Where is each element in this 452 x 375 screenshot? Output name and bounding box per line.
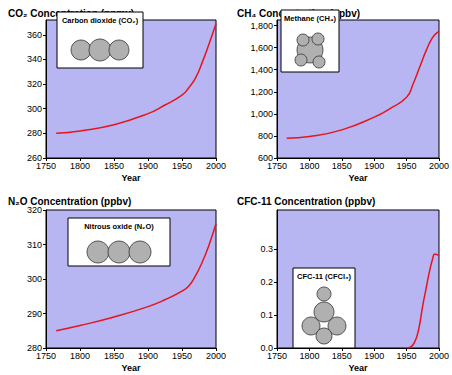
svg-text:1800: 1800 bbox=[299, 351, 319, 361]
svg-text:CFC-11 (CFCl₃): CFC-11 (CFCl₃) bbox=[297, 272, 351, 281]
svg-text:1900: 1900 bbox=[364, 161, 384, 171]
svg-text:1950: 1950 bbox=[397, 161, 417, 171]
svg-text:Year: Year bbox=[121, 173, 141, 183]
svg-text:1800: 1800 bbox=[299, 161, 319, 171]
svg-text:1900: 1900 bbox=[138, 161, 158, 171]
svg-text:Nitrous oxide (N₂O): Nitrous oxide (N₂O) bbox=[84, 222, 154, 231]
svg-text:360: 360 bbox=[27, 30, 42, 40]
svg-text:280: 280 bbox=[27, 128, 42, 138]
svg-text:2000: 2000 bbox=[429, 351, 449, 361]
svg-text:Methane (CH₄): Methane (CH₄) bbox=[284, 14, 336, 23]
svg-text:1800: 1800 bbox=[70, 161, 90, 171]
svg-text:2000: 2000 bbox=[429, 161, 449, 171]
svg-text:1950: 1950 bbox=[172, 161, 192, 171]
svg-text:0.3: 0.3 bbox=[260, 244, 273, 254]
svg-text:1900: 1900 bbox=[138, 351, 158, 361]
svg-text:CFC-11 Concentration (ppbv): CFC-11 Concentration (ppbv) bbox=[237, 196, 375, 207]
svg-text:Year: Year bbox=[348, 363, 368, 373]
svg-text:Carbon dioxide (CO₂): Carbon dioxide (CO₂) bbox=[62, 16, 139, 25]
svg-text:1750: 1750 bbox=[267, 351, 287, 361]
svg-text:0.0: 0.0 bbox=[260, 343, 273, 353]
svg-text:260: 260 bbox=[27, 153, 42, 163]
svg-text:1850: 1850 bbox=[332, 351, 352, 361]
svg-text:0.1: 0.1 bbox=[260, 310, 273, 320]
svg-text:300: 300 bbox=[27, 104, 42, 114]
svg-text:300: 300 bbox=[27, 274, 42, 284]
svg-text:290: 290 bbox=[27, 309, 42, 319]
svg-text:1850: 1850 bbox=[332, 161, 352, 171]
svg-text:2000: 2000 bbox=[206, 351, 226, 361]
svg-text:1750: 1750 bbox=[36, 161, 56, 171]
svg-text:Year: Year bbox=[121, 363, 141, 373]
svg-text:1,200: 1,200 bbox=[250, 87, 273, 97]
svg-text:1,000: 1,000 bbox=[250, 109, 273, 119]
svg-text:1850: 1850 bbox=[104, 351, 124, 361]
svg-text:1850: 1850 bbox=[104, 161, 124, 171]
svg-text:CH₄ Concentration (ppbv): CH₄ Concentration (ppbv) bbox=[237, 7, 361, 19]
svg-text:800: 800 bbox=[258, 131, 273, 141]
svg-text:1,600: 1,600 bbox=[250, 43, 273, 53]
svg-text:320: 320 bbox=[27, 79, 42, 89]
svg-text:1750: 1750 bbox=[267, 161, 287, 171]
svg-text:310: 310 bbox=[27, 240, 42, 250]
svg-text:1950: 1950 bbox=[397, 351, 417, 361]
svg-text:340: 340 bbox=[27, 54, 42, 64]
svg-text:320: 320 bbox=[27, 205, 42, 215]
svg-text:0.2: 0.2 bbox=[260, 277, 273, 287]
svg-text:1,400: 1,400 bbox=[250, 65, 273, 75]
svg-text:1900: 1900 bbox=[364, 351, 384, 361]
svg-text:2000: 2000 bbox=[206, 161, 226, 171]
svg-text:600: 600 bbox=[258, 153, 273, 163]
svg-text:1750: 1750 bbox=[36, 351, 56, 361]
svg-text:1,800: 1,800 bbox=[250, 21, 273, 31]
svg-text:1800: 1800 bbox=[70, 351, 90, 361]
svg-text:Year: Year bbox=[348, 173, 368, 183]
svg-text:280: 280 bbox=[27, 343, 42, 353]
svg-text:N₂O Concentration (ppbv): N₂O Concentration (ppbv) bbox=[8, 196, 131, 207]
svg-text:1950: 1950 bbox=[172, 351, 192, 361]
